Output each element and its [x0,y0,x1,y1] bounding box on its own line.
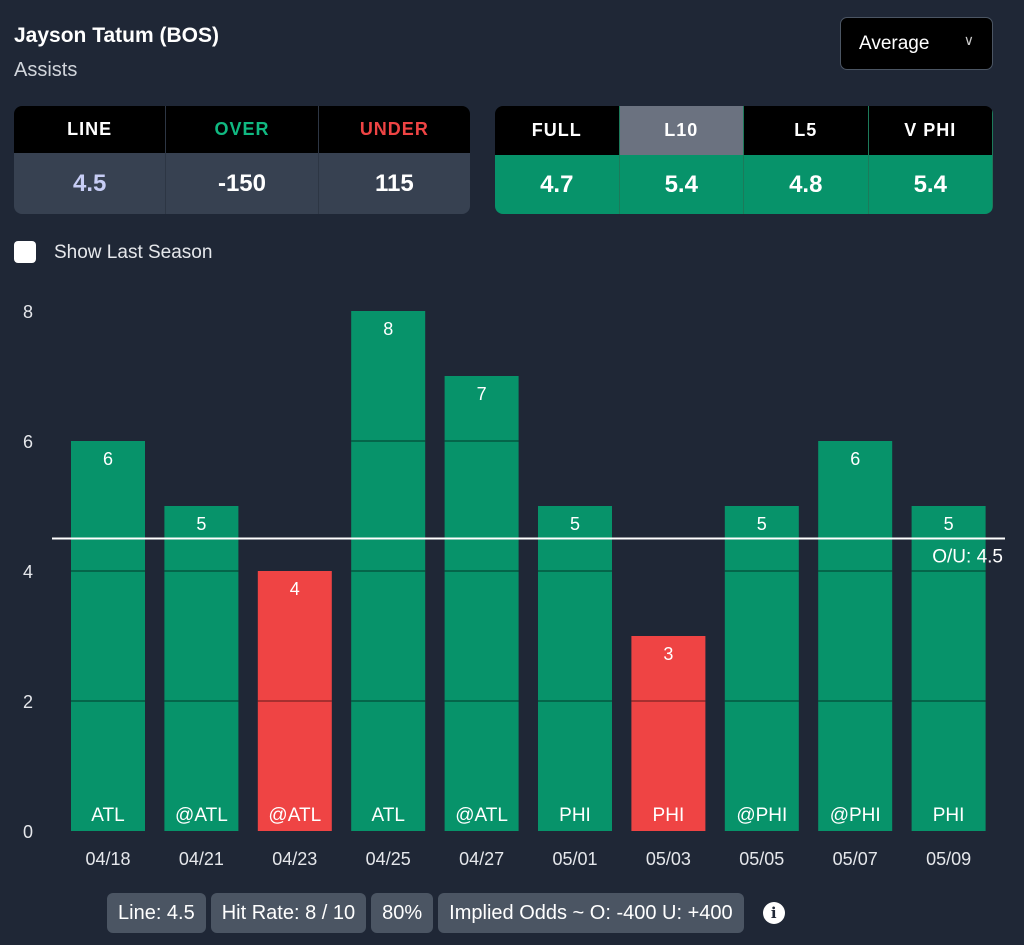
hit-pct-pill: 80% [371,893,434,933]
implied-odds-pill: Implied Odds ~ O: -400 U: +400 [438,893,744,933]
bar-value-label: 6 [850,449,860,469]
odds-value: -150 [166,153,318,214]
odds-col-line: LINE 4.5 [14,106,167,214]
avg-value: 4.8 [744,155,868,214]
bar[interactable] [257,571,332,831]
bar-opponent-label: @ATL [268,805,321,826]
bar-opponent-label: PHI [559,805,591,826]
odds-value: 115 [318,153,470,214]
summary-bar: Line: 4.5 Hit Rate: 8 / 10 80% Implied O… [107,893,785,933]
x-tick-label: 05/09 [926,849,971,869]
avg-tab[interactable]: FULL [495,106,619,155]
avg-tab[interactable]: V PHI [868,106,992,155]
odds-col-over: OVER -150 [166,106,319,214]
x-tick-label: 04/21 [179,849,224,869]
select-value: Average [859,32,930,54]
show-last-season-checkbox[interactable] [14,241,36,263]
y-tick-label: 6 [23,432,33,452]
bar[interactable] [538,506,612,831]
bar-opponent-label: PHI [653,805,685,826]
averages-table: FULL 4.7 L10 5.4 L5 4.8 V PHI 5.4 [495,106,993,214]
ou-line-label: O/U: 4.5 [932,547,1003,568]
bar[interactable] [911,506,986,831]
player-title: Jayson Tatum (BOS) [14,24,219,47]
x-tick-label: 05/01 [552,849,597,869]
avg-tab[interactable]: L5 [744,106,868,155]
bar[interactable] [724,506,799,831]
average-select[interactable]: Average ∨ [840,17,993,70]
info-icon[interactable]: i [762,902,785,924]
show-last-season-label: Show Last Season [54,242,213,263]
x-tick-label: 04/18 [85,849,130,869]
y-tick-label: 0 [23,822,33,842]
bar-opponent-label: PHI [933,805,965,826]
bar-value-label: 5 [944,514,954,534]
bar-opponent-label: @ATL [455,805,508,826]
x-tick-label: 05/03 [646,849,691,869]
avg-col-l10[interactable]: L10 5.4 [619,106,744,214]
bar-opponent-label: @PHI [736,805,787,826]
bar-value-label: 3 [663,644,673,664]
y-tick-label: 2 [23,692,33,712]
bar[interactable] [351,311,426,831]
line-pill: Line: 4.5 [107,893,206,933]
y-tick-label: 8 [23,302,33,322]
bar-value-label: 7 [477,384,487,404]
avg-col-full[interactable]: FULL 4.7 [495,106,620,214]
bar-opponent-label: @PHI [830,805,881,826]
avg-tab[interactable]: L10 [619,106,743,155]
odds-header: OVER [166,106,318,153]
bar-value-label: 6 [103,449,113,469]
odds-col-under: UNDER 115 [318,106,470,214]
bar[interactable] [444,376,519,831]
odds-header: LINE [14,106,166,153]
x-tick-label: 05/07 [833,849,878,869]
bar-value-label: 5 [196,514,206,534]
bar[interactable] [818,441,893,831]
odds-value: 4.5 [14,153,166,214]
avg-value: 5.4 [868,155,992,214]
chevron-down-icon: ∨ [963,32,974,48]
bar-opponent-label: ATL [91,805,124,826]
x-tick-label: 04/23 [272,849,317,869]
odds-table: LINE 4.5 OVER -150 UNDER 115 [14,106,470,214]
bar-value-label: 4 [290,579,300,599]
hit-rate-pill: Hit Rate: 8 / 10 [210,893,367,933]
avg-col-v-phi[interactable]: V PHI 5.4 [868,106,993,214]
bar-opponent-label: @ATL [175,805,228,826]
avg-col-l5[interactable]: L5 4.8 [744,106,869,214]
x-tick-label: 04/27 [459,849,504,869]
bar[interactable] [164,506,239,831]
x-tick-label: 05/05 [739,849,784,869]
bar[interactable] [631,636,706,831]
avg-value: 5.4 [619,155,743,214]
bar-opponent-label: ATL [371,805,404,826]
avg-value: 4.7 [495,155,619,214]
stat-label: Assists [14,59,78,81]
bar[interactable] [71,441,145,831]
y-tick-label: 4 [23,562,33,582]
assists-bar-chart: 0 2 4 6 8 6 ATL 04/18 5 @ATL 04/21 4 @ATL 04/23 8 ATL 04… [23,302,1005,869]
bar-value-label: 5 [757,514,767,534]
x-tick-label: 04/25 [366,849,411,869]
bar-value-label: 5 [570,514,580,534]
bar-value-label: 8 [383,319,393,339]
odds-header: UNDER [318,106,470,153]
